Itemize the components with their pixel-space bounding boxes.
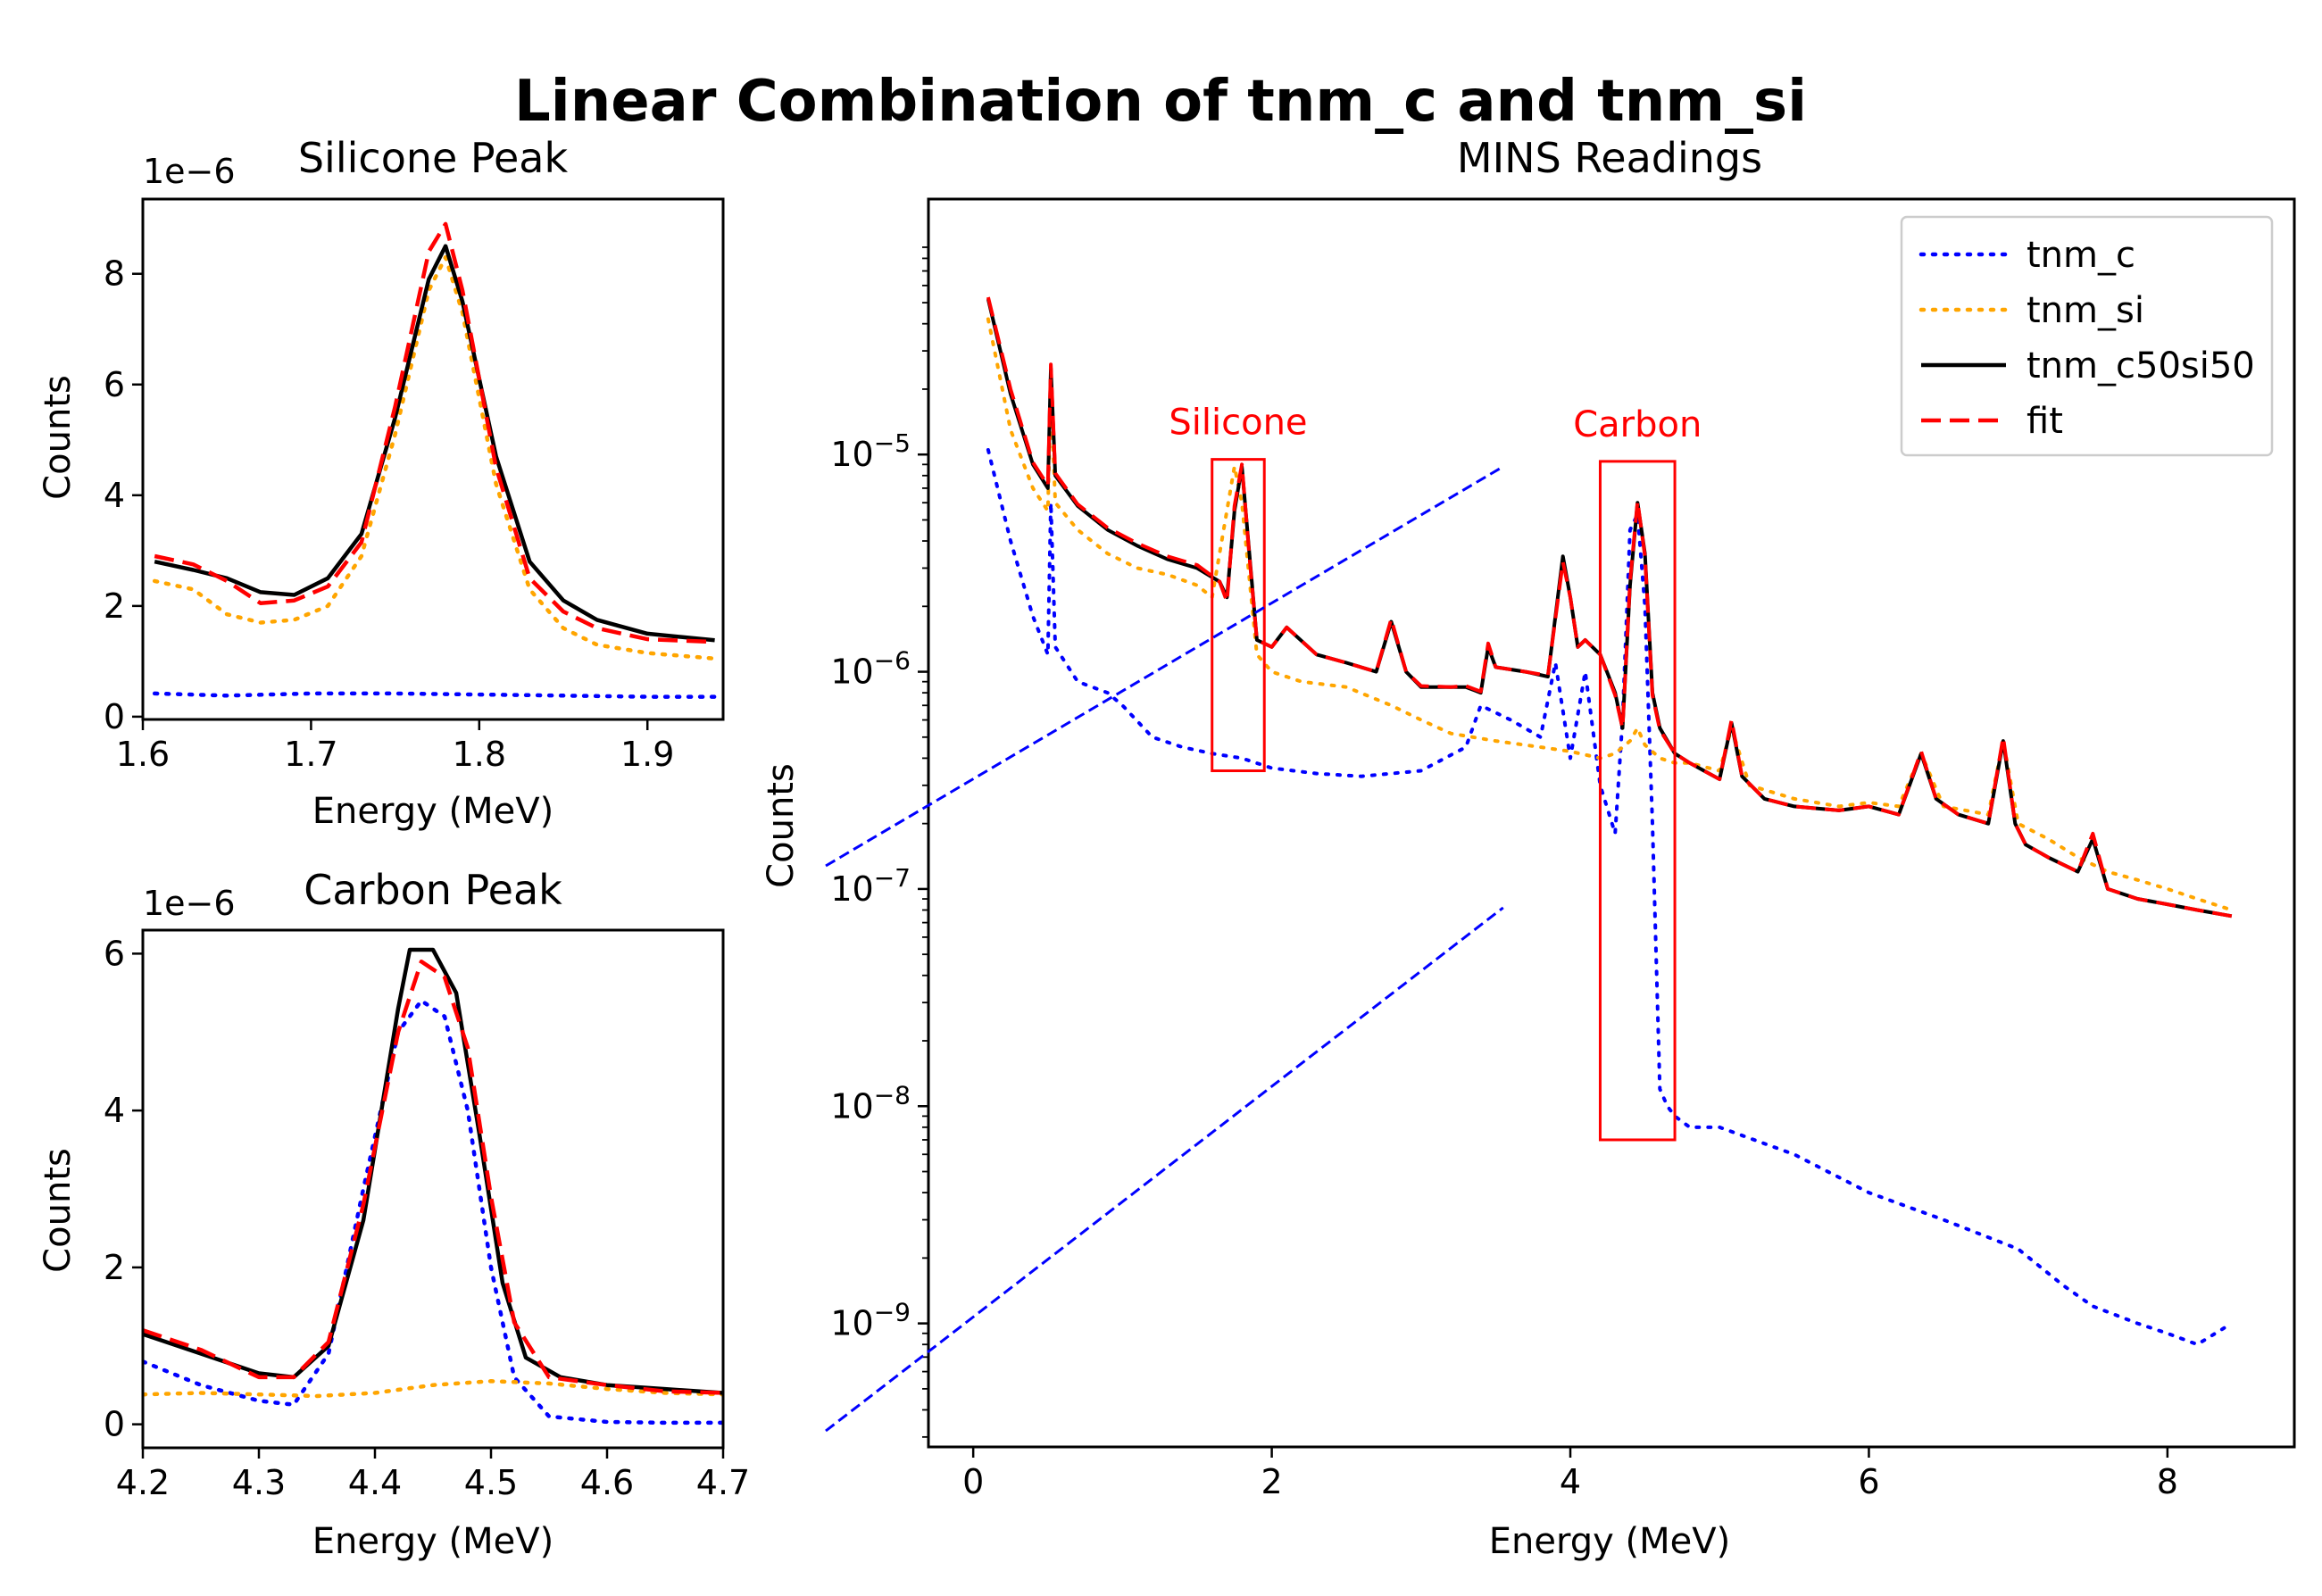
- x-tick-label: 1.8: [453, 735, 506, 774]
- y-tick-label: 4: [104, 1091, 125, 1130]
- mins-readings-panel: MINS Readings Energy (MeV) Counts 0 2 4 6 8 1…: [761, 134, 2296, 1562]
- x-tick-label: 1.9: [620, 735, 674, 774]
- silicone-peak-ticks: 1.6 1.7 1.8 1.9 0 2 4 6 8: [104, 254, 675, 774]
- carbon-peak-ticks: 4.2 4.3 4.4 4.5 4.6 4.7 0 2 4 6: [104, 934, 750, 1502]
- series-line-fit: [986, 296, 2233, 919]
- x-tick-label: 8: [2157, 1462, 2178, 1501]
- y-tick-label: 0: [104, 1405, 125, 1444]
- x-tick-label: 4.6: [580, 1463, 634, 1502]
- series-line-tnm_si: [152, 254, 717, 661]
- annotation-box: [1211, 458, 1266, 773]
- x-tick-label: 4.5: [464, 1463, 518, 1502]
- carbon-zoom-connector: [825, 906, 1504, 1433]
- carbon-peak-plot-area: [143, 947, 723, 1426]
- series-line-tnm_si: [143, 1379, 723, 1399]
- y-tick-label: 2: [104, 1248, 125, 1287]
- zoom-connectors: [825, 465, 1504, 1433]
- legend-label: fit: [2027, 401, 2063, 442]
- x-tick-label: 6: [1858, 1462, 1879, 1501]
- carbon-peak-ylabel: Counts: [37, 1148, 79, 1273]
- carbon-peak-frame: [141, 928, 725, 1450]
- carbon-peak-xlabel: Energy (MeV): [312, 1521, 553, 1562]
- mins-readings-ticks: 0 2 4 6 8 10−9 10−8 10−7 10−6 10−5: [830, 246, 2178, 1501]
- y-tick-label: 6: [104, 365, 125, 404]
- legend-label: tnm_si: [2027, 290, 2144, 331]
- mins-readings-xlabel: Energy (MeV): [1489, 1521, 1730, 1562]
- x-tick-label: 4.3: [232, 1463, 286, 1502]
- mins-readings-title: MINS Readings: [1457, 134, 1762, 182]
- x-tick-label: 4: [1560, 1462, 1581, 1501]
- y-tick-label: 8: [104, 254, 125, 294]
- legend-label: tnm_c50si50: [2027, 345, 2255, 387]
- silicone-peak-ylabel: Counts: [37, 375, 79, 500]
- silicone-peak-plot-area: [152, 221, 717, 699]
- series-line-fit: [154, 221, 715, 644]
- series-line-tnm_c: [986, 448, 2234, 1347]
- y-tick-label: 10−9: [830, 1298, 911, 1343]
- series-line-fit: [143, 959, 723, 1395]
- series-line-tnm_c50si50: [143, 947, 723, 1395]
- y-tick-label: 2: [104, 586, 125, 626]
- y-tick-label: 4: [104, 476, 125, 515]
- y-tick-label: 10−7: [830, 863, 911, 909]
- y-tick-label: 10−6: [830, 646, 911, 692]
- y-tick-label: 10−5: [830, 428, 911, 474]
- y-tick-label: 0: [104, 697, 125, 736]
- mins-readings-plot-area: [986, 296, 2234, 1347]
- silicone-peak-panel: Silicone Peak 1e−6 Energy (MeV) Counts 1…: [37, 134, 725, 832]
- y-tick-label: 10−8: [830, 1080, 911, 1126]
- figure-title: Linear Combination of tnm_c and tnm_si: [514, 69, 1807, 135]
- annotation-box: [1598, 460, 1677, 1142]
- mins-readings-frame: [927, 197, 2296, 1449]
- silicone-peak-title: Silicone Peak: [298, 134, 569, 182]
- silicone-peak-xlabel: Energy (MeV): [312, 791, 553, 832]
- x-tick-label: 1.7: [284, 735, 337, 774]
- mins-readings-ylabel: Counts: [761, 763, 802, 888]
- legend-label: tnm_c: [2027, 235, 2135, 276]
- x-tick-label: 4.4: [348, 1463, 402, 1502]
- x-tick-label: 4.7: [696, 1463, 750, 1502]
- carbon-peak-offset-label: 1e−6: [143, 884, 236, 923]
- series-line-tnm_c: [152, 691, 717, 699]
- silicone-peak-frame: [141, 197, 725, 721]
- legend-box: [1900, 215, 2274, 457]
- carbon-peak-panel: Carbon Peak 1e−6 Energy (MeV) Counts 4.2…: [37, 866, 750, 1562]
- series-line-tnm_c50si50: [154, 244, 715, 643]
- mins-readings-annotations: Silicone Carbon: [1169, 403, 1702, 1142]
- y-tick-label: 6: [104, 934, 125, 973]
- series-line-tnm_c: [143, 998, 723, 1426]
- silicone-zoom-connector: [825, 465, 1504, 868]
- annotation-label: Silicone: [1169, 403, 1307, 444]
- x-tick-label: 0: [962, 1462, 984, 1501]
- carbon-peak-title: Carbon Peak: [304, 866, 562, 914]
- silicone-peak-offset-label: 1e−6: [143, 152, 236, 191]
- x-tick-label: 1.6: [116, 735, 170, 774]
- x-tick-label: 4.2: [116, 1463, 170, 1502]
- x-tick-label: 2: [1261, 1462, 1282, 1501]
- annotation-label: Carbon: [1573, 404, 1702, 445]
